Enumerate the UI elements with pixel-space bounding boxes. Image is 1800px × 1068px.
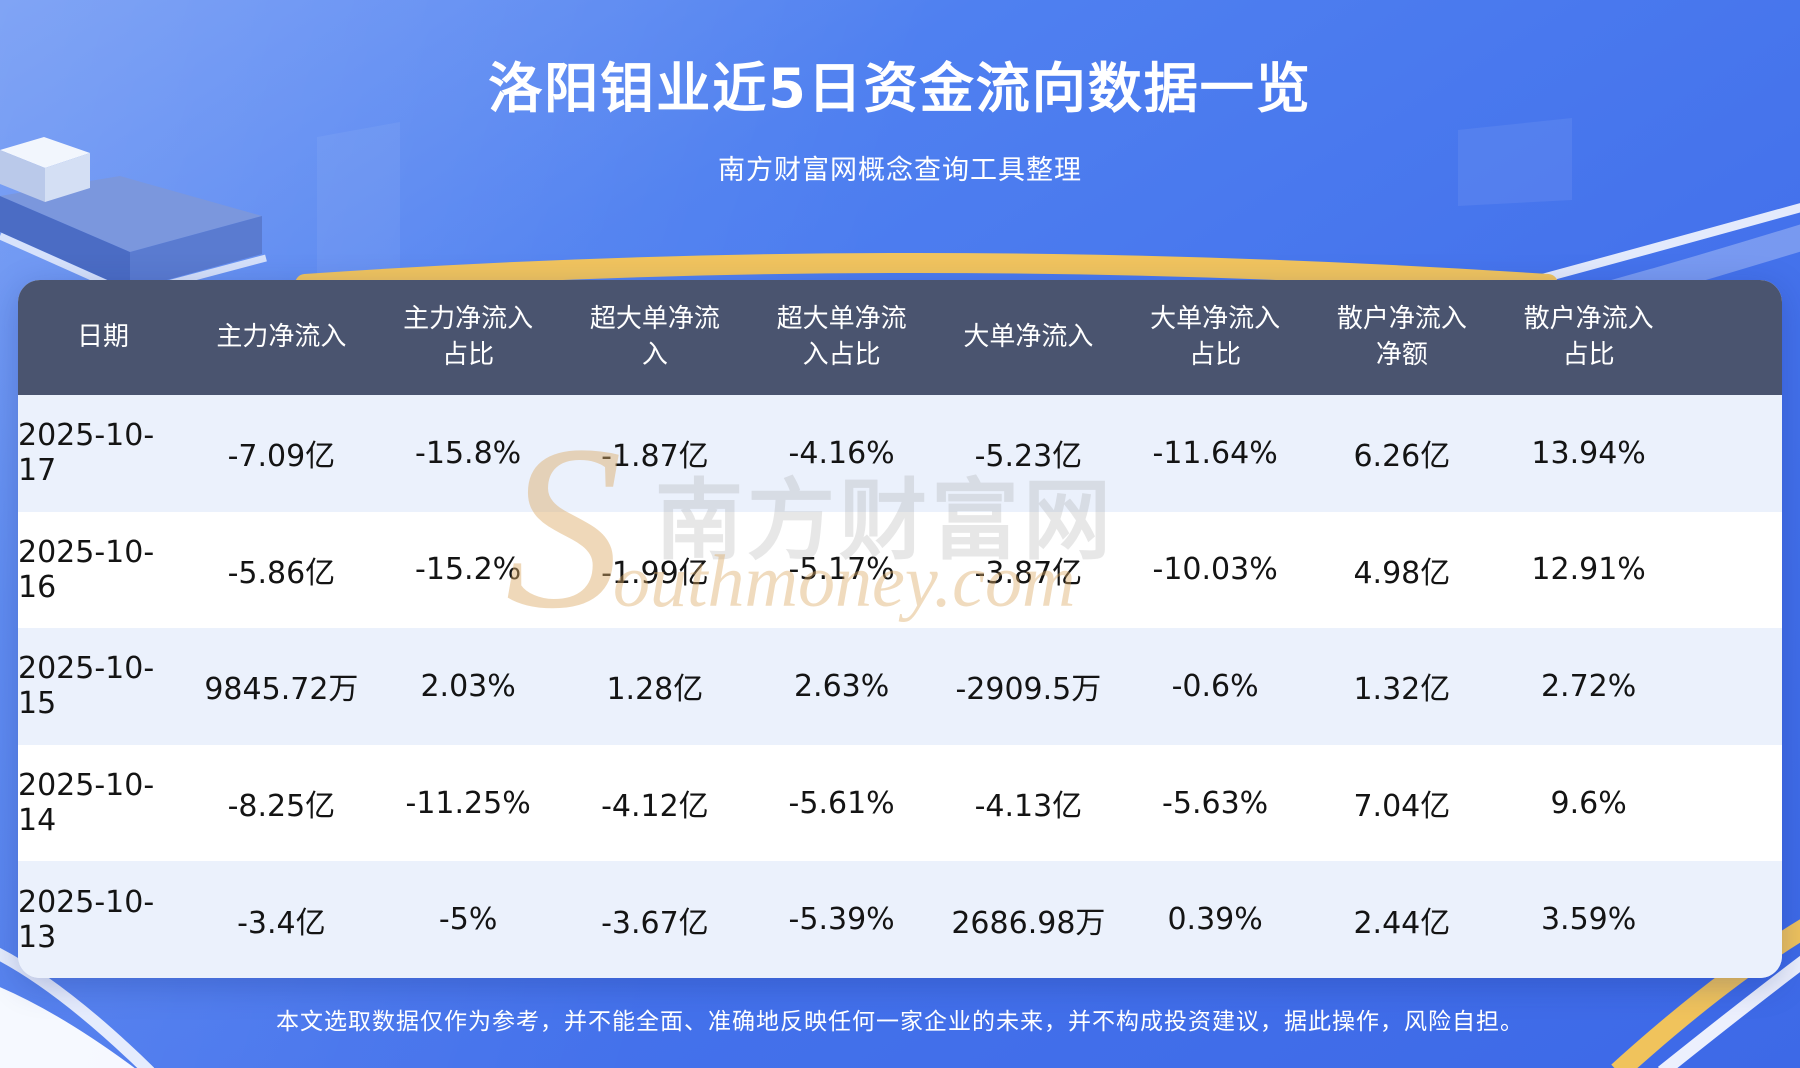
value-cell: -4.12亿 <box>601 789 709 825</box>
disclaimer-text: 本文选取数据仅作为参考，并不能全面、准确地反映任何一家企业的未来，并不构成投资建… <box>276 1009 1524 1035</box>
value-cell: -2909.5万 <box>955 672 1102 708</box>
table-header-row: 日期 主力净流入 主力净流入占比 超大单净流入 超大单净流入占比 大单净流入 大单净流入占比… <box>18 280 1782 395</box>
table-row: 2025-10-17 -7.09亿 -15.8% -1.87亿 -4.16% -5.23亿… <box>18 395 1782 512</box>
table-header-label: 主力净流入占比 <box>403 304 534 370</box>
gold-arc-decoration <box>295 253 1558 294</box>
table-header-label: 超大单净流入占比 <box>776 304 907 370</box>
date-cell: 2025-10-15 <box>18 651 155 722</box>
value-cell: -0.6% <box>1171 668 1259 704</box>
table-row: 2025-10-15 9845.72万 2.03% 1.28亿 2.63% -2909.5… <box>18 628 1782 745</box>
value-cell: 2.03% <box>420 668 516 704</box>
date-cell: 2025-10-16 <box>18 534 155 605</box>
table-header-cell: 超大单净流入占比 <box>771 302 913 372</box>
value-cell: 1.32亿 <box>1353 672 1451 708</box>
value-cell: -15.8% <box>415 435 522 471</box>
page-subtitle: 南方财富网概念查询工具整理 <box>718 155 1082 186</box>
table-header-label: 日期 <box>76 321 129 352</box>
value-cell: 9.6% <box>1550 785 1627 821</box>
table-body: 2025-10-17 -7.09亿 -15.8% -1.87亿 -4.16% -5.23亿… <box>18 395 1782 978</box>
table-header-cell: 主力净流入占比 <box>397 302 539 372</box>
value-cell: -5.17% <box>788 552 895 588</box>
value-cell: 7.04亿 <box>1353 789 1451 825</box>
value-cell: 1.28亿 <box>606 672 704 708</box>
table-header-label: 主力净流入 <box>216 321 347 352</box>
glass-panel-decoration <box>1458 118 1572 206</box>
value-cell: -5.86亿 <box>227 555 336 591</box>
date-cell: 2025-10-13 <box>18 884 155 955</box>
value-cell: 4.98亿 <box>1353 555 1451 591</box>
value-cell: -5% <box>438 902 498 938</box>
table-header-label: 散户净流入净额 <box>1336 304 1467 370</box>
page-title: 洛阳钼业近5日资金流向数据一览 <box>488 57 1312 120</box>
value-cell: 6.26亿 <box>1353 439 1451 475</box>
value-cell: -5.39% <box>788 902 895 938</box>
bottom-right-curve-decoration <box>1611 919 1800 1068</box>
table-row: 2025-10-16 -5.86亿 -15.2% -1.99亿 -5.17% -3.87亿… <box>18 511 1782 629</box>
table-header-cell: 大单净流入占比 <box>1144 302 1286 372</box>
value-cell: 13.94% <box>1531 435 1646 471</box>
glass-panel-decoration <box>317 122 400 276</box>
value-cell: -3.4亿 <box>237 905 326 941</box>
table-header-cell: 散户净流入净额 <box>1331 302 1473 372</box>
value-cell: -15.2% <box>415 552 522 588</box>
value-cell: 12.91% <box>1531 552 1646 588</box>
value-cell: 2.63% <box>793 668 890 704</box>
table-header-cell: 超大单净流入 <box>584 302 726 372</box>
value-cell: -5.61% <box>788 785 895 821</box>
value-cell: -7.09亿 <box>227 439 336 475</box>
value-cell: -5.63% <box>1162 785 1269 821</box>
table-header-cell: 散户净流入占比 <box>1518 302 1660 372</box>
table-header-cell: 主力净流入 <box>216 320 346 355</box>
value-cell: -11.25% <box>405 785 531 821</box>
value-cell: 9845.72万 <box>204 672 359 708</box>
value-cell: -11.64% <box>1152 435 1278 471</box>
table-row: 2025-10-13 -3.4亿 -5% -3.67亿 -5.39% 2686.98万 0.… <box>18 861 1782 978</box>
value-cell: -8.25亿 <box>227 789 336 825</box>
value-cell: -3.67亿 <box>601 905 709 941</box>
data-table: 日期 主力净流入 主力净流入占比 超大单净流入 超大单净流入占比 大单净流入 大单净流入占比… <box>18 280 1782 978</box>
table-header-label: 大单净流入 <box>963 321 1094 352</box>
date-cell: 2025-10-14 <box>18 768 155 839</box>
table-header-cell: 日期 <box>77 320 129 355</box>
value-cell: 3.59% <box>1540 902 1637 938</box>
bottom-left-curve-decoration <box>0 947 155 1068</box>
value-cell: 0.39% <box>1167 902 1263 938</box>
table-header-cell: 大单净流入 <box>963 320 1093 355</box>
table-header-label: 大单净流入占比 <box>1150 304 1281 370</box>
value-cell: 2.44亿 <box>1353 905 1451 941</box>
table-row: 2025-10-14 -8.25亿 -11.25% -4.12亿 -5.61% -4.13… <box>18 744 1782 862</box>
value-cell: -3.87亿 <box>974 555 1083 591</box>
value-cell: -4.16% <box>788 435 895 471</box>
value-cell: 2686.98万 <box>951 905 1106 941</box>
value-cell: -10.03% <box>1152 552 1278 588</box>
table-header-label: 超大单净流入 <box>589 304 720 370</box>
value-cell: 2.72% <box>1540 668 1637 704</box>
date-cell: 2025-10-17 <box>18 418 155 489</box>
table-header-label: 散户净流入占比 <box>1523 304 1654 370</box>
value-cell: -1.87亿 <box>601 439 709 475</box>
value-cell: -1.99亿 <box>601 555 709 591</box>
value-cell: -5.23亿 <box>974 439 1083 475</box>
value-cell: -4.13亿 <box>974 789 1083 825</box>
